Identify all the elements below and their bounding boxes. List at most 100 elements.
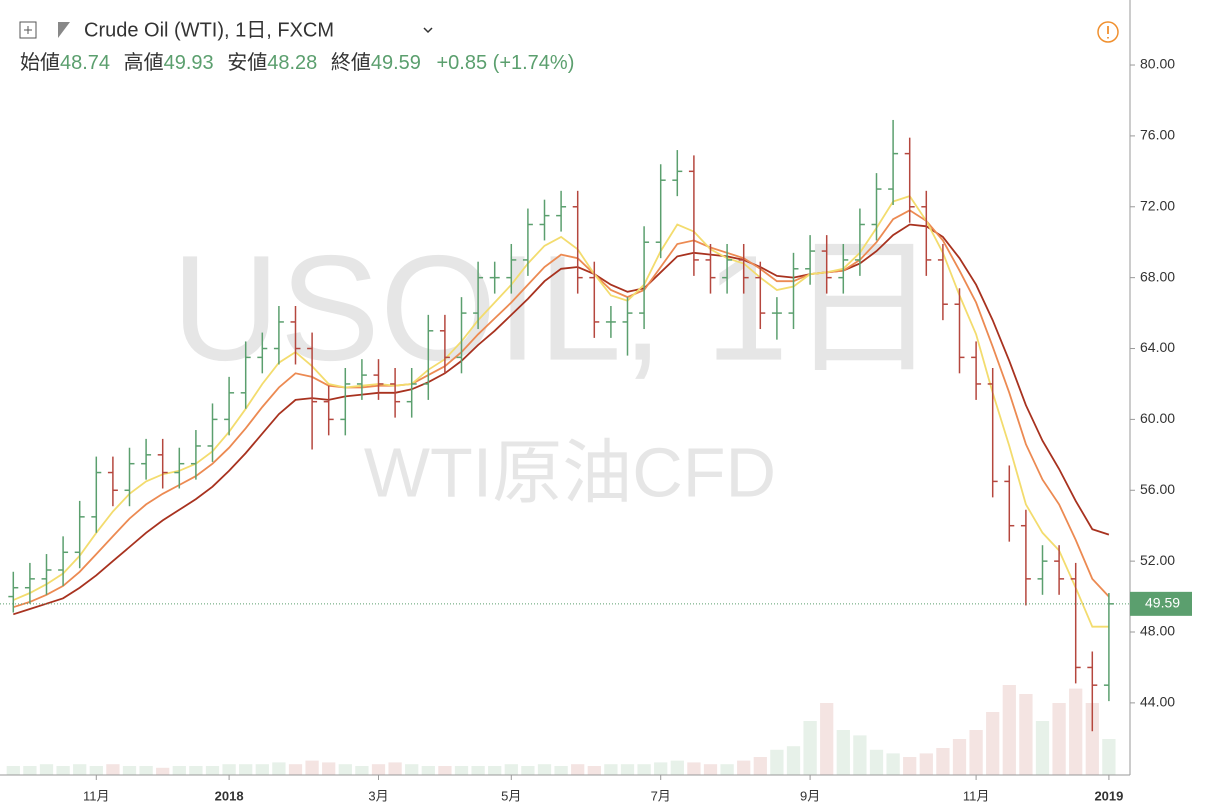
y-tick-label: 52.00 <box>1140 552 1175 568</box>
volume-bar <box>504 764 518 775</box>
x-tick-label: 9月 <box>800 788 820 803</box>
volume-bar <box>73 764 87 775</box>
volume-bar <box>820 703 834 775</box>
x-tick-label: 11月 <box>83 788 110 803</box>
volume-bar <box>305 760 319 775</box>
volume-bar <box>255 764 269 775</box>
volume-bar <box>521 766 535 775</box>
volume-bar <box>919 753 933 775</box>
volume-bar <box>272 762 286 775</box>
volume-bar <box>786 746 801 775</box>
y-tick-label: 64.00 <box>1140 339 1175 355</box>
volume-bar <box>172 766 186 775</box>
x-tick-label: 2019 <box>1094 788 1123 803</box>
volume-bar <box>322 762 336 775</box>
y-tick-label: 56.00 <box>1140 481 1175 497</box>
change-value: +0.85 (+1.74%) <box>437 52 575 74</box>
volume-bar <box>637 764 651 775</box>
low-value: 48.28 <box>267 52 317 74</box>
volume-bar <box>803 721 817 775</box>
last-price-label: 49.59 <box>1145 595 1180 611</box>
volume-bar <box>554 766 568 775</box>
volume-bar <box>604 764 618 775</box>
volume-bar <box>587 766 601 775</box>
volume-bar <box>620 764 635 775</box>
volume-bar <box>122 766 137 775</box>
volume-bar <box>869 749 884 775</box>
volume-bar <box>537 764 552 775</box>
watermark-symbol: USOIL, 1日 <box>172 224 939 392</box>
volume-bar <box>222 764 236 775</box>
flag-icon <box>58 22 70 38</box>
volume-bar <box>388 762 402 775</box>
volume-bar <box>239 764 253 775</box>
volume-bar <box>1002 685 1016 775</box>
volume-bar <box>1069 688 1083 775</box>
volume-bar <box>903 757 917 775</box>
volume-bar <box>687 762 701 775</box>
volume-bar <box>571 764 585 775</box>
x-tick-label: 5月 <box>501 788 521 803</box>
add-icon-plus <box>24 26 32 34</box>
y-tick-label: 72.00 <box>1140 197 1175 213</box>
volume-bar <box>936 748 950 775</box>
volume-bar <box>969 730 983 775</box>
volume-bar <box>986 712 1000 775</box>
volume-bar <box>1019 694 1033 775</box>
low-label: 安値 <box>227 51 267 74</box>
open-label: 始値 <box>20 51 60 74</box>
volume-bar <box>39 764 54 775</box>
volume-bar <box>654 762 668 775</box>
header: Crude Oil (WTI), 1日, FXCM 始値48.74 高値49.9… <box>19 19 1119 74</box>
high-value: 49.93 <box>164 52 214 74</box>
volume-bar <box>288 764 303 775</box>
volume-bar <box>1085 703 1099 775</box>
volume-bar <box>405 764 419 775</box>
high-label: 高値 <box>124 51 164 74</box>
volume-bar <box>886 753 900 775</box>
volume-bar <box>488 766 502 775</box>
y-tick-label: 80.00 <box>1140 56 1175 72</box>
volume-bar <box>836 730 850 775</box>
volume-bar <box>737 760 751 775</box>
volume-bar <box>23 766 37 775</box>
dropdown-caret[interactable] <box>423 27 433 34</box>
volume-bar <box>189 766 203 775</box>
ohlc-line: 始値48.74 高値49.93 安値48.28 終値49.59 +0.85 (+… <box>20 51 574 74</box>
volume-bar <box>89 766 103 775</box>
volume-bar <box>454 766 469 775</box>
volume-bar <box>1102 739 1116 775</box>
volume-bar <box>1035 721 1050 775</box>
volume-bar <box>952 739 967 775</box>
x-tick-label: 7月 <box>651 788 671 803</box>
close-label: 終値 <box>331 51 371 74</box>
x-tick-label: 11月 <box>963 788 990 803</box>
volume-bar <box>156 767 170 775</box>
volume-bar <box>338 764 352 775</box>
volume-bar <box>106 764 120 775</box>
alert-icon[interactable] <box>1097 21 1119 43</box>
add-symbol-icon[interactable] <box>19 21 37 39</box>
y-tick-label: 48.00 <box>1140 623 1175 639</box>
volume-bar <box>421 766 435 775</box>
close-value: 49.59 <box>371 52 421 74</box>
y-tick-label: 68.00 <box>1140 268 1175 284</box>
volume-bar <box>720 764 734 775</box>
volume-bar <box>438 766 452 775</box>
volume-bar <box>471 766 485 775</box>
volume-bar <box>670 760 684 775</box>
x-tick-label: 2018 <box>215 788 244 803</box>
volume-bar <box>1052 703 1066 775</box>
x-tick-label: 3月 <box>368 788 388 803</box>
volume-bar <box>139 766 153 775</box>
y-tick-label: 60.00 <box>1140 410 1175 426</box>
volume-bar <box>770 749 784 775</box>
symbol-title[interactable]: Crude Oil (WTI), 1日, FXCM <box>84 19 334 41</box>
volume-bar <box>205 766 220 775</box>
volume-bar <box>853 735 867 775</box>
y-tick-label: 44.00 <box>1140 694 1175 710</box>
volume-bar <box>753 757 767 775</box>
volume-bar <box>371 764 386 775</box>
